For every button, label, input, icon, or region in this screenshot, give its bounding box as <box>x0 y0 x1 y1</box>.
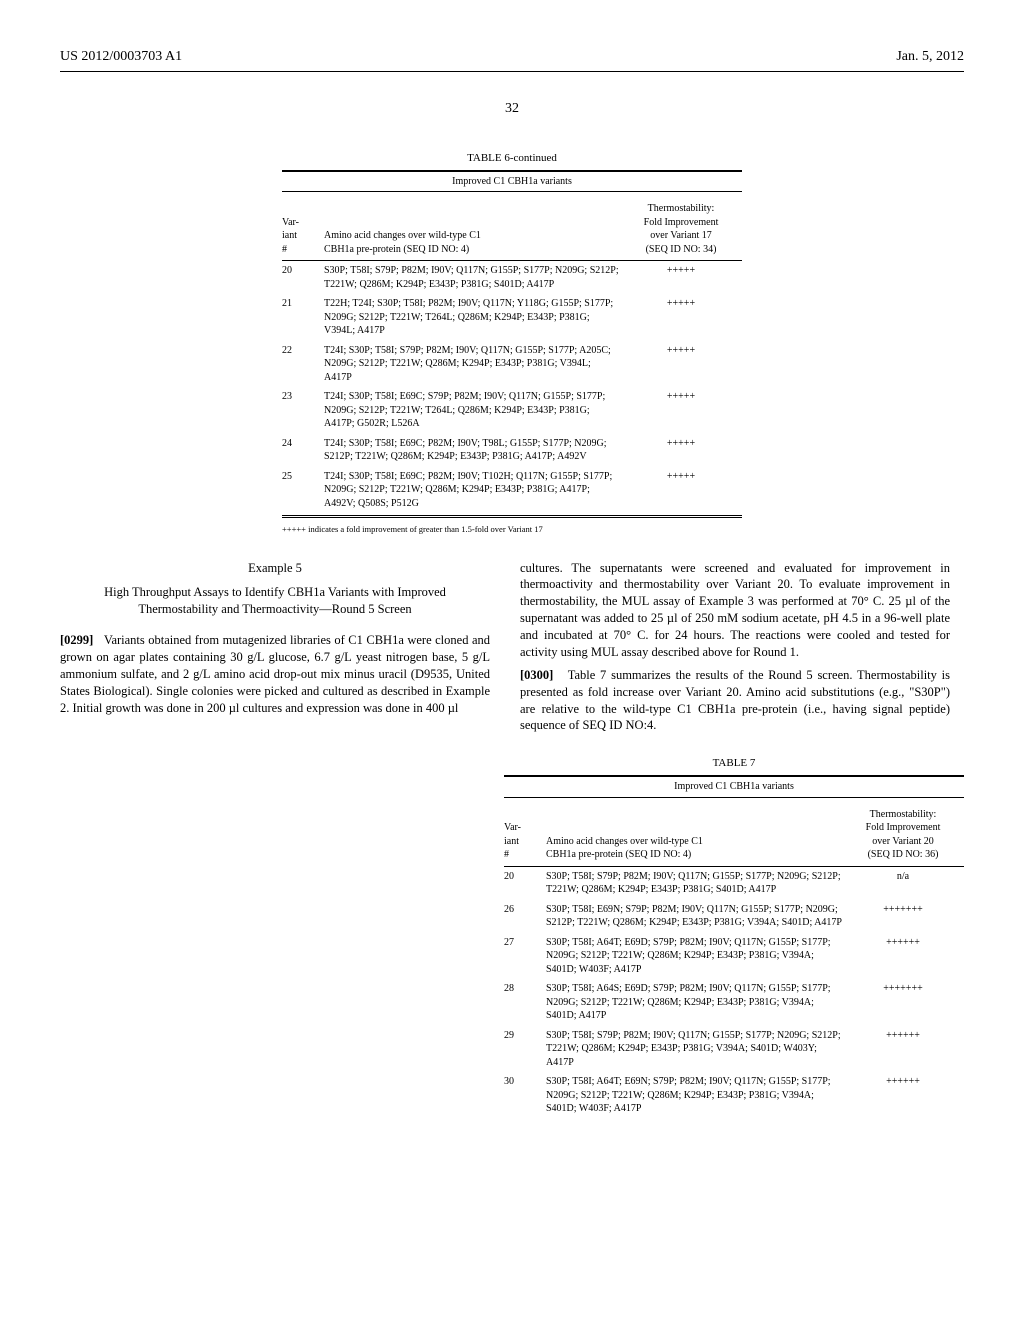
table6-col1-header: Var- iant # <box>282 198 324 261</box>
table7-col1-header: Var- iant # <box>504 804 546 867</box>
table-row: 20S30P; T58I; S79P; P82M; I90V; Q117N; G… <box>282 261 742 295</box>
table-row: 29S30P; T58I; S79P; P82M; I90V; Q117N; G… <box>504 1026 964 1073</box>
variant-thermostability: +++++ <box>626 387 742 434</box>
variant-num: 20 <box>282 261 324 295</box>
patent-page: US 2012/0003703 A1 Jan. 5, 2012 32 TABLE… <box>60 48 964 1272</box>
publication-number: US 2012/0003703 A1 <box>60 48 182 67</box>
paragraph-0300: [0300] Table 7 summarizes the results of… <box>520 667 950 735</box>
variant-thermostability: +++++++ <box>848 979 964 1026</box>
variant-num: 29 <box>504 1026 546 1073</box>
variant-num: 22 <box>282 341 324 388</box>
variant-changes: T22H; T24I; S30P; T58I; P82M; I90V; Q117… <box>324 294 626 341</box>
table-row: 23T24I; S30P; T58I; E69C; S79P; P82M; I9… <box>282 387 742 434</box>
table6-col2-header: Amino acid changes over wild-type C1 CBH… <box>324 198 626 261</box>
paragraph-0299: [0299] Variants obtained from mutagenize… <box>60 632 490 716</box>
variant-thermostability: +++++ <box>626 294 742 341</box>
para-right-continuation: cultures. The supernatants were screened… <box>520 560 950 661</box>
table-row: 21T22H; T24I; S30P; T58I; P82M; I90V; Q1… <box>282 294 742 341</box>
variant-changes: S30P; T58I; S79P; P82M; I90V; Q117N; G15… <box>546 866 848 900</box>
table-row: 22T24I; S30P; T58I; S79P; P82M; I90V; Q1… <box>282 341 742 388</box>
left-column: Example 5 High Throughput Assays to Iden… <box>60 560 490 741</box>
variant-thermostability: +++++ <box>626 434 742 467</box>
variant-changes: S30P; T58I; E69N; S79P; P82M; I90V; Q117… <box>546 900 848 933</box>
variant-changes: T24I; S30P; T58I; S79P; P82M; I90V; Q117… <box>324 341 626 388</box>
variant-thermostability: +++++ <box>626 341 742 388</box>
example-5-subheading: High Throughput Assays to Identify CBH1a… <box>85 584 465 618</box>
table7-table: Var- iant # Amino acid changes over wild… <box>504 804 964 1119</box>
table7-subcaption: Improved C1 CBH1a variants <box>504 776 964 798</box>
table6-caption: TABLE 6-continued <box>282 151 742 166</box>
right-column: cultures. The supernatants were screened… <box>520 560 950 741</box>
table-row: 27S30P; T58I; A64T; E69D; S79P; P82M; I9… <box>504 933 964 980</box>
table6-col3-header: Thermostability: Fold Improvement over V… <box>626 198 742 261</box>
example-5-heading: Example 5 <box>60 560 490 577</box>
table6-footnote: +++++ indicates a fold improvement of gr… <box>282 524 742 535</box>
table-row: 24T24I; S30P; T58I; E69C; P82M; I90V; T9… <box>282 434 742 467</box>
table7-col2-header: Amino acid changes over wild-type C1 CBH… <box>546 804 848 867</box>
variant-num: 20 <box>504 866 546 900</box>
variant-changes: S30P; T58I; A64T; E69N; S79P; P82M; I90V… <box>546 1072 848 1119</box>
variant-changes: T24I; S30P; T58I; E69C; S79P; P82M; I90V… <box>324 387 626 434</box>
table7-col3-header: Thermostability: Fold Improvement over V… <box>848 804 964 867</box>
table6: Var- iant # Amino acid changes over wild… <box>282 198 742 513</box>
variant-num: 21 <box>282 294 324 341</box>
table-row: 20S30P; T58I; S79P; P82M; I90V; Q117N; G… <box>504 866 964 900</box>
variant-thermostability: n/a <box>848 866 964 900</box>
variant-thermostability: ++++++ <box>848 1072 964 1119</box>
variant-thermostability: ++++++ <box>848 1026 964 1073</box>
table-row: 30S30P; T58I; A64T; E69N; S79P; P82M; I9… <box>504 1072 964 1119</box>
variant-thermostability: +++++++ <box>848 900 964 933</box>
publication-date: Jan. 5, 2012 <box>896 48 964 67</box>
variant-changes: T24I; S30P; T58I; E69C; P82M; I90V; T98L… <box>324 434 626 467</box>
variant-num: 26 <box>504 900 546 933</box>
variant-num: 25 <box>282 467 324 514</box>
table7-caption: TABLE 7 <box>504 756 964 771</box>
table-6-continued: TABLE 6-continued Improved C1 CBH1a vari… <box>282 151 742 518</box>
table6-subcaption: Improved C1 CBH1a variants <box>282 171 742 193</box>
variant-num: 30 <box>504 1072 546 1119</box>
para-0300-text: Table 7 summarizes the results of the Ro… <box>520 668 950 733</box>
variant-changes: S30P; T58I; S79P; P82M; I90V; Q117N; G15… <box>324 261 626 295</box>
table-row: 25T24I; S30P; T58I; E69C; P82M; I90V; T1… <box>282 467 742 514</box>
table-row: 26S30P; T58I; E69N; S79P; P82M; I90V; Q1… <box>504 900 964 933</box>
page-number: 32 <box>60 100 964 119</box>
variant-num: 28 <box>504 979 546 1026</box>
variant-changes: S30P; T58I; A64S; E69D; S79P; P82M; I90V… <box>546 979 848 1026</box>
page-header: US 2012/0003703 A1 Jan. 5, 2012 <box>60 48 964 67</box>
table-7: TABLE 7 Improved C1 CBH1a variants Var- … <box>504 756 964 1118</box>
variant-num: 27 <box>504 933 546 980</box>
variant-changes: T24I; S30P; T58I; E69C; P82M; I90V; T102… <box>324 467 626 514</box>
para-0300-number: [0300] <box>520 668 553 682</box>
variant-thermostability: +++++ <box>626 261 742 295</box>
variant-thermostability: ++++++ <box>848 933 964 980</box>
variant-num: 24 <box>282 434 324 467</box>
body-columns: Example 5 High Throughput Assays to Iden… <box>60 560 964 741</box>
variant-thermostability: +++++ <box>626 467 742 514</box>
table-row: 28S30P; T58I; A64S; E69D; S79P; P82M; I9… <box>504 979 964 1026</box>
para-0299-number: [0299] <box>60 633 93 647</box>
variant-changes: S30P; T58I; S79P; P82M; I90V; Q117N; G15… <box>546 1026 848 1073</box>
variant-changes: S30P; T58I; A64T; E69D; S79P; P82M; I90V… <box>546 933 848 980</box>
header-rule <box>60 71 964 72</box>
variant-num: 23 <box>282 387 324 434</box>
para-0299-text: Variants obtained from mutagenized libra… <box>60 633 490 715</box>
